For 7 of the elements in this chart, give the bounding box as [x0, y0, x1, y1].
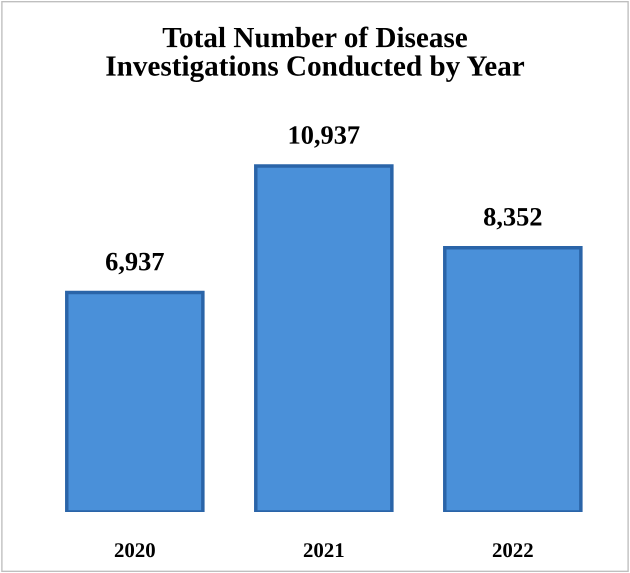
- x-tick-label: 2020: [114, 543, 155, 558]
- x-tick-label: 2021: [304, 543, 344, 558]
- chart-title: Total Number of Disease Investigations Conducted by Year: [106, 26, 524, 82]
- data-label: 10,937: [290, 126, 360, 148]
- data-label: 8,352: [484, 208, 542, 230]
- data-label: 6,937: [106, 252, 164, 274]
- x-tick-label: 2022: [492, 543, 533, 558]
